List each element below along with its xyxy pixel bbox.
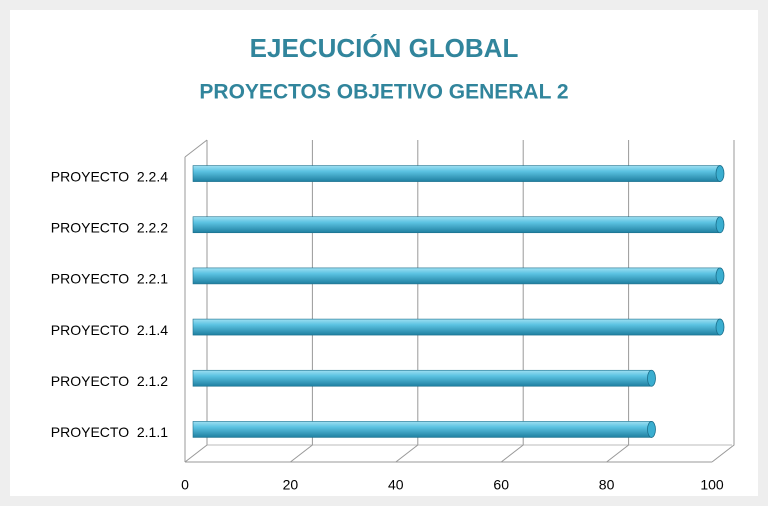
grid-line	[395, 140, 419, 463]
y-tick-label: PROYECTO 2.1.4	[51, 322, 168, 338]
x-tick-label: 40	[388, 477, 404, 493]
chart-title: EJECUCIÓN GLOBAL	[250, 33, 519, 63]
y-tick-label: PROYECTO 2.2.2	[51, 219, 168, 235]
bar-cap	[715, 318, 725, 336]
grid-line	[290, 140, 313, 463]
x-tick-label: 20	[283, 477, 299, 493]
bar-cap	[647, 369, 656, 387]
bar	[192, 421, 656, 438]
y-tick-label: PROYECTO 2.1.1	[51, 424, 168, 440]
x-tick-label: 80	[599, 477, 615, 493]
y-tick-label: PROYECTO 2.2.4	[51, 168, 168, 184]
bar-cap	[647, 421, 656, 438]
bar	[192, 216, 725, 234]
bar-body	[192, 369, 652, 387]
wall-top-edge	[184, 139, 208, 158]
grid-line	[606, 140, 630, 463]
bar-body	[192, 267, 721, 285]
bar-cap	[715, 267, 725, 285]
chart-panel	[10, 10, 758, 496]
chart-subtitle: PROYECTOS OBJETIVO GENERAL 2	[199, 81, 568, 104]
bar	[192, 165, 725, 182]
grid-line	[500, 140, 524, 463]
bar	[192, 267, 725, 285]
bar-body	[192, 216, 721, 234]
grid-line	[711, 140, 735, 463]
bar-cap	[715, 165, 725, 182]
bar-body	[192, 165, 721, 182]
bar-cap	[715, 216, 725, 234]
x-tick-label: 100	[700, 477, 724, 493]
bar	[192, 369, 656, 387]
bar-body	[192, 421, 652, 438]
x-tick-label: 60	[493, 477, 509, 493]
x-tick-label: 0	[181, 477, 189, 493]
grid-line	[184, 140, 208, 463]
y-tick-label: PROYECTO 2.2.1	[51, 271, 168, 287]
bar-body	[192, 318, 721, 336]
bar	[192, 318, 725, 336]
y-tick-label: PROYECTO 2.1.2	[51, 373, 168, 389]
